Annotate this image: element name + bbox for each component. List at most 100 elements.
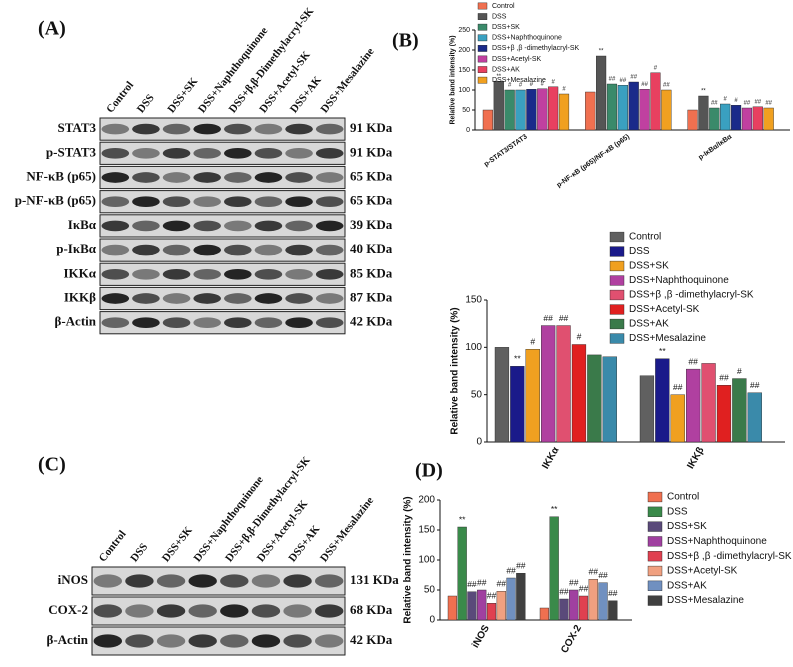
- legend-swatch: [477, 23, 488, 31]
- legend-swatch: [609, 231, 625, 243]
- significance-mark: ##: [467, 579, 477, 589]
- y-axis-label: Relative band intensity (%): [450, 307, 461, 434]
- band: [254, 196, 283, 208]
- size-label: 42 KDa: [350, 632, 393, 647]
- significance-mark: ##: [598, 570, 608, 580]
- bar: [556, 325, 571, 443]
- legend-label: DSS+SK: [629, 261, 669, 272]
- bar: [752, 106, 763, 131]
- band: [283, 604, 312, 618]
- protein-label: β-Actin: [46, 632, 88, 647]
- significance-mark: #: [541, 81, 545, 87]
- bar: [558, 93, 570, 131]
- bar: [732, 378, 747, 443]
- band: [101, 123, 130, 135]
- band: [132, 317, 160, 329]
- band: [162, 220, 191, 232]
- legend-label: DSS+β ,β -dimethylacryl-SK: [667, 551, 792, 562]
- bar: [747, 392, 762, 443]
- y-tick-label: 50: [462, 107, 470, 114]
- bar: [526, 88, 537, 131]
- significance-mark: #: [551, 79, 555, 85]
- significance-mark: **: [514, 354, 521, 364]
- blot-strip: [99, 286, 346, 311]
- panel-label: (D): [415, 460, 443, 482]
- band: [285, 293, 313, 304]
- blot-strip: [99, 117, 346, 141]
- legend-swatch: [477, 55, 488, 63]
- significance-mark: **: [659, 346, 666, 356]
- band: [101, 293, 130, 304]
- significance-mark: ##: [506, 565, 516, 575]
- band: [254, 123, 283, 135]
- band: [193, 123, 221, 135]
- band: [162, 268, 191, 280]
- legend-swatch: [477, 13, 488, 20]
- blot-strip: [99, 190, 346, 214]
- x-tick-label: p-NF-κB (p65)/NF-κB (p65): [556, 133, 631, 189]
- bar: [571, 344, 587, 443]
- band: [193, 293, 221, 304]
- blot-strip: [99, 238, 346, 262]
- legend-label: DSS+Acetyl-SK: [492, 56, 542, 63]
- significance-mark: ##: [620, 78, 627, 84]
- lane-label: DSS: [135, 92, 157, 115]
- band: [285, 317, 313, 329]
- bar: [486, 603, 497, 621]
- legend-swatch: [609, 260, 625, 272]
- band: [193, 172, 221, 183]
- bar: [687, 109, 698, 131]
- significance-mark: #: [530, 82, 534, 88]
- band: [132, 196, 160, 208]
- y-tick-label: 250: [458, 27, 470, 34]
- band: [251, 604, 281, 618]
- band: [224, 317, 252, 329]
- blot-strip: [99, 141, 346, 165]
- bar: [539, 607, 549, 621]
- significance-mark: ##: [543, 313, 553, 323]
- size-label: 65 KDa: [350, 168, 393, 183]
- significance-mark: ##: [688, 356, 698, 366]
- band: [101, 196, 130, 208]
- legend-swatch: [647, 491, 663, 503]
- band: [132, 147, 160, 159]
- lane-label: DSS+Mesalazine: [318, 495, 376, 565]
- bar: [701, 363, 716, 443]
- size-label: 68 KDa: [350, 602, 393, 617]
- bar: [661, 89, 672, 131]
- bar: [720, 103, 731, 131]
- bar: [628, 81, 639, 131]
- band: [254, 268, 283, 280]
- blot-strip: [99, 165, 346, 190]
- legend-swatch: [477, 76, 488, 84]
- lane-label: DSS+SK: [165, 75, 200, 115]
- size-label: 39 KDa: [350, 217, 393, 232]
- band: [315, 317, 344, 329]
- bar: [506, 577, 516, 621]
- y-tick-label: 0: [466, 127, 470, 134]
- protein-label: STAT3: [57, 120, 96, 135]
- protein-label: p-IκBα: [56, 241, 97, 256]
- band: [193, 147, 221, 159]
- legend-swatch: [609, 275, 625, 286]
- bar: [467, 591, 477, 621]
- band: [125, 604, 154, 618]
- band: [162, 293, 191, 304]
- band: [251, 574, 281, 588]
- legend-swatch: [609, 289, 625, 301]
- significance-mark: ##: [608, 588, 618, 598]
- protein-label: NF-κB (p65): [26, 168, 96, 183]
- bar: [617, 84, 628, 131]
- size-label: 91 KDa: [350, 144, 393, 159]
- bar: [477, 589, 487, 621]
- band: [315, 293, 344, 304]
- band: [254, 220, 283, 232]
- band: [254, 244, 283, 256]
- band: [193, 244, 221, 256]
- significance-mark: ##: [559, 313, 569, 323]
- band: [220, 574, 249, 588]
- legend-swatch: [477, 34, 488, 42]
- bar: [716, 385, 732, 443]
- x-tick-label: IKKβ: [685, 445, 706, 471]
- band: [254, 172, 283, 183]
